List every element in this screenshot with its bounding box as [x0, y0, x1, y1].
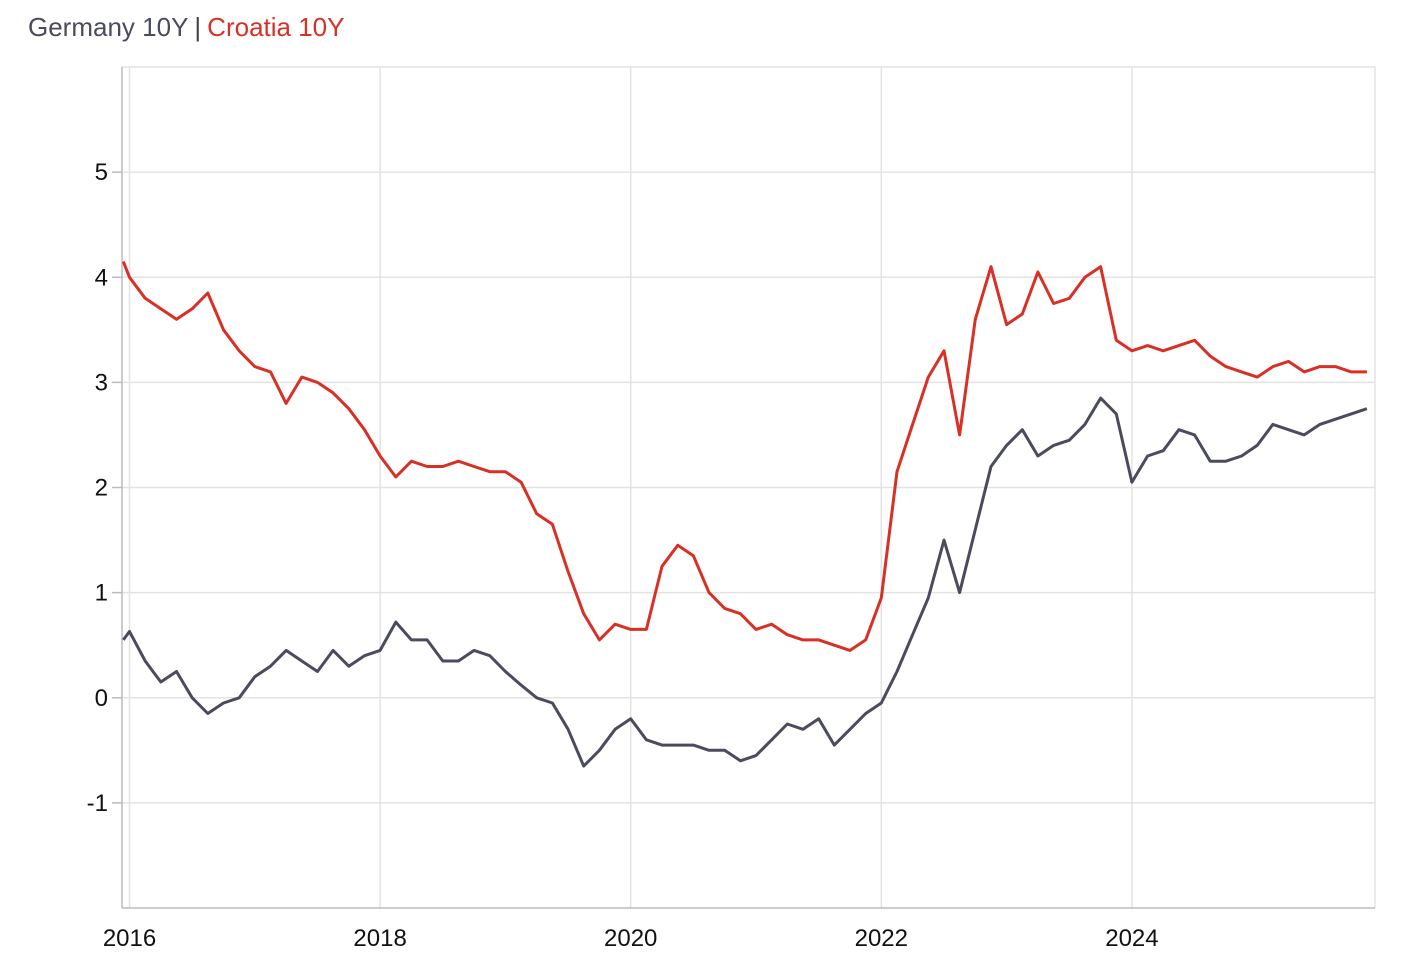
x-tick-label: 2018: [353, 925, 406, 952]
x-tick-label: 2016: [103, 925, 156, 952]
y-tick-label: 3: [95, 369, 108, 396]
legend-entry: Germany 10Y: [28, 12, 188, 42]
y-tick-label: 5: [95, 159, 108, 186]
x-tick-label: 2020: [604, 925, 657, 952]
y-tick-label: 4: [95, 264, 108, 291]
series-line: [122, 396, 1368, 768]
y-tick-label: 0: [95, 685, 108, 712]
legend-entry: Croatia 10Y: [207, 12, 344, 42]
x-tick-label: 2022: [855, 925, 908, 952]
legend-separator: |: [194, 12, 201, 42]
chart-legend: Germany 10Y | Croatia 10Y: [28, 12, 344, 42]
y-tick-label: 1: [95, 580, 108, 607]
x-tick-label: 2024: [1105, 925, 1158, 952]
y-tick-label: 2: [95, 475, 108, 502]
series-line: [121, 260, 1367, 652]
y-tick-label: -1: [87, 790, 108, 817]
